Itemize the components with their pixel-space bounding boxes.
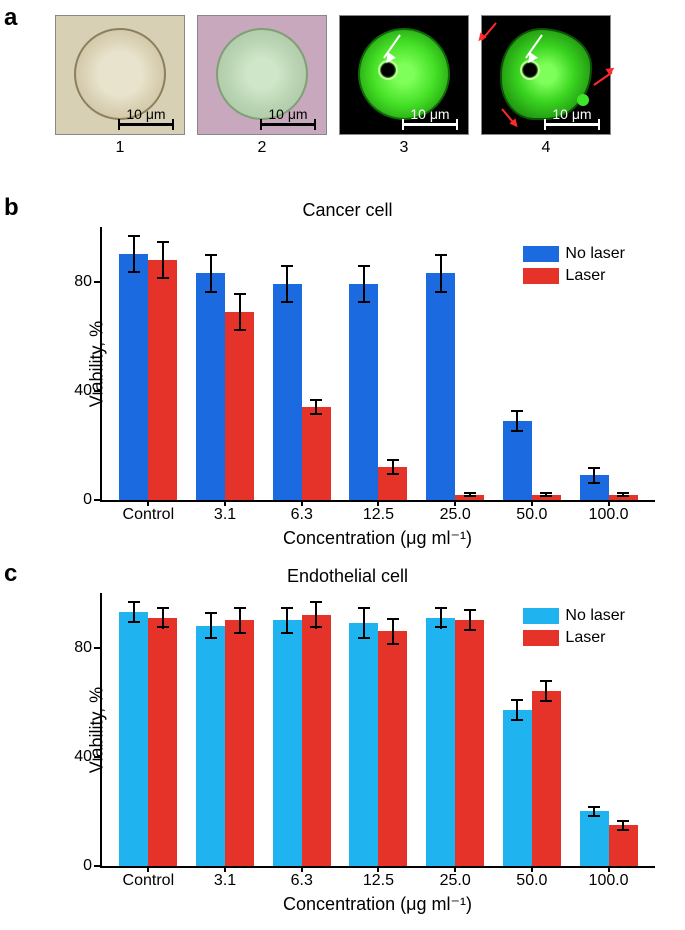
chart-c-plot: Viability, % No laserLaser Control3.16.3… xyxy=(100,593,655,868)
bar-group: 100.0 xyxy=(580,593,638,866)
bar xyxy=(273,620,302,866)
chart-c: Endothelial cell Viability, % No laserLa… xyxy=(40,566,655,915)
chart-b: Cancer cell Viability, % No laserLaser C… xyxy=(40,200,655,549)
bar xyxy=(532,495,561,500)
bar xyxy=(580,811,609,866)
bar xyxy=(349,284,378,500)
bar xyxy=(119,612,148,866)
x-tick-label: 50.0 xyxy=(516,506,547,524)
chart-b-plot: Viability, % No laserLaser Control3.16.3… xyxy=(100,227,655,502)
bar xyxy=(196,273,225,500)
y-tick-label: 80 xyxy=(66,639,92,657)
bar xyxy=(302,615,331,866)
bar xyxy=(378,467,407,500)
bar xyxy=(426,273,455,500)
bar xyxy=(455,620,484,866)
micro-image-number: 4 xyxy=(542,139,551,157)
chart-c-bars: Control 3.1 6.3 12.5 25.0 50.0 100.0 xyxy=(102,593,655,866)
micro-image-1: 10 μm1 xyxy=(55,15,185,157)
y-tick-label: 40 xyxy=(66,748,92,766)
x-tick-label: 50.0 xyxy=(516,872,547,890)
micro-image-number: 2 xyxy=(258,139,267,157)
x-tick-label: Control xyxy=(123,506,175,524)
bar xyxy=(609,825,638,866)
chart-b-xlabel: Concentration (μg ml⁻¹) xyxy=(100,528,655,549)
chart-b-title: Cancer cell xyxy=(40,200,655,221)
x-tick-label: 6.3 xyxy=(291,872,313,890)
x-tick-label: 25.0 xyxy=(440,506,471,524)
bar-group: 12.5 xyxy=(349,593,407,866)
panel-c-label: c xyxy=(4,560,17,588)
x-tick-label: 12.5 xyxy=(363,506,394,524)
bar xyxy=(196,626,225,866)
bar-group: 12.5 xyxy=(349,227,407,500)
micro-image-number: 3 xyxy=(400,139,409,157)
x-tick-label: 100.0 xyxy=(589,506,629,524)
bar-group: Control xyxy=(119,227,177,500)
x-tick-label: Control xyxy=(123,872,175,890)
bar-group: 6.3 xyxy=(273,593,331,866)
bar-group: 50.0 xyxy=(503,593,561,866)
y-tick-label: 0 xyxy=(66,857,92,875)
panel-a-label: a xyxy=(4,4,17,32)
bar xyxy=(273,284,302,500)
bar xyxy=(225,312,254,500)
panel-a-images: 10 μm110 μm210 μm310 μm4 xyxy=(55,15,611,157)
bar xyxy=(148,260,177,500)
bar xyxy=(302,407,331,500)
bar-group: 100.0 xyxy=(580,227,638,500)
bar-group: 25.0 xyxy=(426,227,484,500)
x-tick-label: 12.5 xyxy=(363,872,394,890)
x-tick-label: 3.1 xyxy=(214,872,236,890)
x-tick-label: 3.1 xyxy=(214,506,236,524)
x-tick-label: 100.0 xyxy=(589,872,629,890)
bar-group: 3.1 xyxy=(196,227,254,500)
y-tick-label: 80 xyxy=(66,273,92,291)
chart-c-title: Endothelial cell xyxy=(40,566,655,587)
bar xyxy=(225,620,254,866)
bar xyxy=(378,631,407,866)
panel-b-label: b xyxy=(4,194,19,222)
bar-group: Control xyxy=(119,593,177,866)
y-tick-label: 40 xyxy=(66,382,92,400)
bar xyxy=(426,618,455,866)
bar xyxy=(609,495,638,500)
bar xyxy=(119,254,148,500)
bar-group: 50.0 xyxy=(503,227,561,500)
bar xyxy=(148,618,177,866)
micro-image-number: 1 xyxy=(116,139,125,157)
micro-image-4: 10 μm4 xyxy=(481,15,611,157)
bar xyxy=(455,495,484,500)
bar xyxy=(503,421,532,500)
x-tick-label: 25.0 xyxy=(440,872,471,890)
bar-group: 3.1 xyxy=(196,593,254,866)
bar xyxy=(349,623,378,866)
bar-group: 25.0 xyxy=(426,593,484,866)
bar xyxy=(532,691,561,866)
bar xyxy=(503,710,532,866)
micro-image-3: 10 μm3 xyxy=(339,15,469,157)
bar-group: 6.3 xyxy=(273,227,331,500)
x-tick-label: 6.3 xyxy=(291,506,313,524)
chart-b-bars: Control 3.1 6.3 12.5 25.0 50.0 100.0 xyxy=(102,227,655,500)
micro-image-2: 10 μm2 xyxy=(197,15,327,157)
chart-c-xlabel: Concentration (μg ml⁻¹) xyxy=(100,894,655,915)
y-tick-label: 0 xyxy=(66,491,92,509)
bar xyxy=(580,475,609,500)
